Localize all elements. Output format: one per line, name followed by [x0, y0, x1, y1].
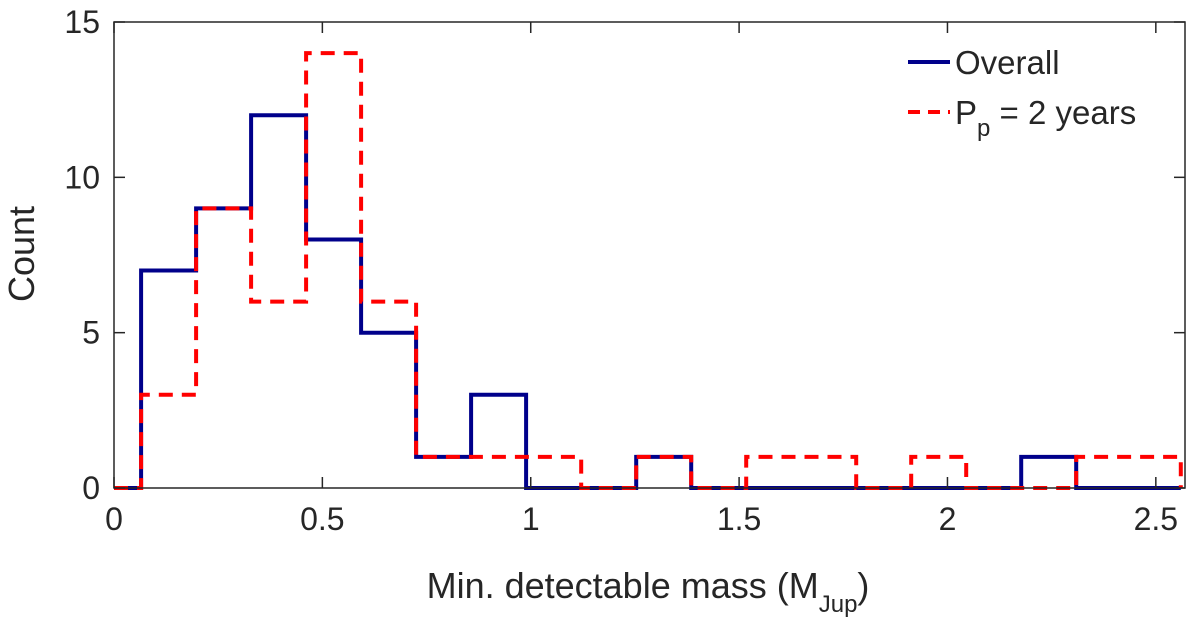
series-line-p-p-2-years	[114, 51, 1183, 490]
legend: Overall Pp = 2 years	[908, 44, 1136, 142]
x-tick-label: 1.5	[717, 501, 761, 537]
axes-frame	[113, 21, 1186, 489]
x-tick-label: 2	[939, 501, 957, 537]
legend-label-2-years-suffix: = 2 years	[990, 94, 1136, 131]
x-tick-label: 2.5	[1134, 501, 1178, 537]
y-axis-label: Count	[1, 206, 42, 302]
x-tick-label: 0.5	[300, 501, 344, 537]
legend-label-2-years-main: P	[955, 94, 977, 131]
x-axis-label-subscript: Jup	[819, 591, 858, 618]
x-tick-label: 1	[522, 501, 540, 537]
x-tick-label: 0	[105, 501, 123, 537]
legend-label-overall: Overall	[955, 44, 1060, 81]
y-tick-label: 15	[64, 4, 100, 40]
y-tick-label: 5	[82, 315, 100, 351]
legend-label-2-years: Pp = 2 years	[955, 94, 1136, 142]
x-axis-label-close: )	[857, 565, 869, 606]
plot-area	[114, 22, 1185, 488]
y-tick-label: 0	[82, 470, 100, 506]
legend-label-2-years-subscript: p	[977, 115, 990, 142]
y-tick-label: 10	[64, 159, 100, 195]
x-axis-label-main: Min. detectable mass (M	[427, 565, 819, 606]
x-axis-label: Min. detectable mass (MJup)	[427, 565, 870, 618]
